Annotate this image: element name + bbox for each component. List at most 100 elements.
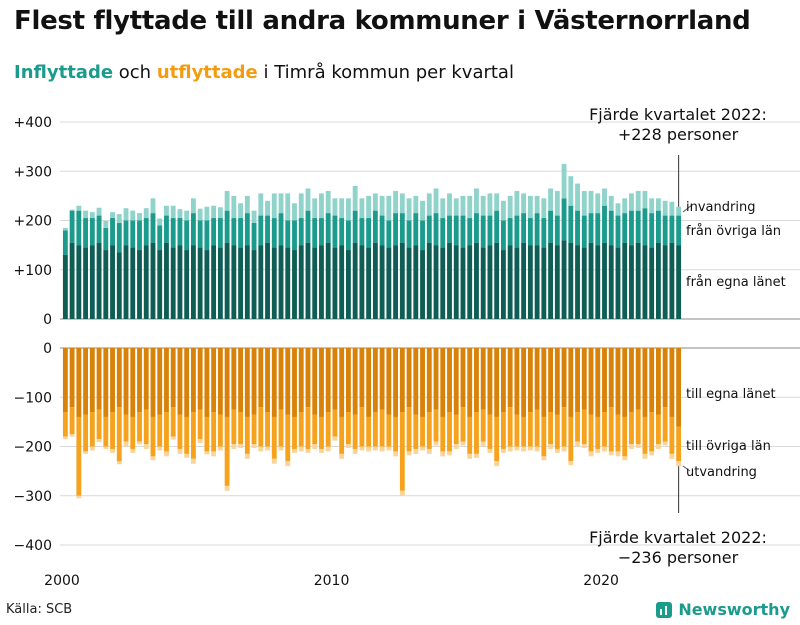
bar-out-own bbox=[480, 348, 486, 410]
bar-in-immigration bbox=[676, 206, 682, 216]
bar-in-immigration bbox=[177, 209, 183, 219]
bar-out-emigration bbox=[285, 461, 291, 467]
bar-in-own bbox=[521, 242, 527, 319]
bar-out-other bbox=[548, 412, 554, 445]
y-tick-label-top: +400 bbox=[14, 115, 52, 131]
bar-out-other bbox=[150, 416, 156, 457]
bar-out-emigration bbox=[406, 451, 412, 456]
bar-out-emigration bbox=[655, 444, 661, 449]
bar-out-own bbox=[312, 348, 318, 415]
bar-in-immigration bbox=[89, 212, 95, 219]
bar-in-own bbox=[298, 245, 304, 319]
bar-out-other bbox=[500, 412, 506, 449]
bar-in-own bbox=[426, 242, 432, 319]
bar-out-emigration bbox=[588, 451, 594, 457]
bar-out-other bbox=[116, 407, 122, 462]
bar-out-other bbox=[514, 414, 520, 447]
bar-out-emigration bbox=[575, 441, 580, 447]
bar-out-emigration bbox=[453, 444, 459, 449]
bar-in-immigration bbox=[379, 195, 385, 216]
bar-in-immigration bbox=[433, 188, 439, 214]
bar-out-other bbox=[453, 414, 459, 445]
bar-out-own bbox=[548, 348, 554, 413]
bar-in-other bbox=[197, 220, 203, 248]
bar-in-immigration bbox=[157, 218, 163, 226]
bar-in-immigration bbox=[541, 198, 547, 219]
bar-in-immigration bbox=[345, 198, 351, 221]
bar-in-own bbox=[339, 245, 345, 319]
bar-out-emigration bbox=[345, 444, 351, 448]
bar-out-own bbox=[366, 348, 372, 417]
bar-in-immigration bbox=[204, 206, 210, 221]
bar-out-own bbox=[164, 348, 169, 413]
bar-out-own bbox=[588, 348, 594, 415]
bar-in-own bbox=[474, 242, 479, 319]
bar-out-other bbox=[426, 412, 432, 449]
y-tick-label-top: +200 bbox=[14, 214, 52, 230]
bar-out-other bbox=[554, 414, 560, 449]
bar-in-own bbox=[514, 247, 520, 319]
bar-in-other bbox=[103, 227, 109, 251]
bar-out-other bbox=[359, 407, 365, 447]
bar-out-own bbox=[662, 348, 668, 408]
bar-out-emigration bbox=[89, 446, 95, 451]
bar-in-other bbox=[69, 210, 75, 243]
bar-out-other bbox=[305, 407, 311, 449]
bar-out-emigration bbox=[298, 446, 304, 452]
bar-out-own bbox=[602, 348, 607, 413]
bar-in-own bbox=[534, 245, 540, 319]
bar-out-own bbox=[271, 348, 277, 417]
bar-in-own bbox=[319, 245, 324, 319]
bar-out-other bbox=[271, 416, 277, 459]
bar-out-other bbox=[379, 409, 385, 447]
bar-out-own bbox=[494, 348, 500, 417]
bar-out-own bbox=[372, 348, 378, 413]
bar-in-own bbox=[231, 245, 237, 319]
bar-in-own bbox=[588, 242, 594, 319]
bar-out-other bbox=[238, 412, 244, 445]
bar-in-immigration bbox=[190, 198, 196, 214]
bar-out-emigration bbox=[507, 446, 513, 452]
bar-out-emigration bbox=[602, 446, 607, 452]
bar-in-own bbox=[89, 245, 95, 319]
bar-in-immigration bbox=[258, 193, 264, 216]
bar-out-emigration bbox=[534, 446, 540, 452]
bar-in-own bbox=[96, 242, 102, 319]
bar-out-emigration bbox=[399, 490, 405, 496]
bar-out-emigration bbox=[541, 456, 547, 461]
bar-in-own bbox=[69, 242, 75, 319]
bar-out-other bbox=[231, 409, 237, 445]
bar-in-other bbox=[467, 218, 473, 246]
bar-in-immigration bbox=[642, 190, 648, 209]
bar-out-emigration bbox=[352, 448, 358, 454]
bar-in-other bbox=[345, 220, 351, 251]
bar-out-other bbox=[588, 414, 594, 452]
bar-out-own bbox=[76, 348, 82, 417]
bar-out-emigration bbox=[379, 446, 385, 452]
bar-out-emigration bbox=[271, 458, 277, 464]
bar-out-emigration bbox=[251, 444, 257, 448]
bar-out-own bbox=[399, 348, 405, 413]
bar-out-own bbox=[170, 348, 176, 408]
bar-in-own bbox=[359, 245, 365, 319]
bar-in-immigration bbox=[116, 214, 122, 223]
bar-out-emigration bbox=[460, 441, 466, 446]
bar-in-own bbox=[83, 247, 89, 319]
bar-out-emigration bbox=[204, 451, 210, 455]
bar-out-emigration bbox=[642, 453, 648, 459]
series-label-fran-egna-lanet: från egna länet bbox=[686, 275, 786, 290]
bar-out-other bbox=[676, 426, 682, 462]
bar-out-own bbox=[521, 348, 527, 417]
subtitle-rest: i Timrå kommun per kvartal bbox=[257, 62, 514, 83]
bar-in-other bbox=[568, 205, 574, 243]
bar-in-immigration bbox=[164, 205, 169, 216]
bar-out-other bbox=[177, 414, 183, 449]
bar-out-other bbox=[487, 414, 493, 449]
bar-in-own bbox=[258, 245, 264, 319]
bar-in-immigration bbox=[548, 188, 554, 211]
bar-out-own bbox=[629, 348, 634, 413]
bar-in-immigration bbox=[507, 195, 513, 219]
bar-out-other bbox=[184, 416, 190, 454]
bar-out-emigration bbox=[662, 441, 668, 446]
bar-in-immigration bbox=[527, 195, 533, 219]
